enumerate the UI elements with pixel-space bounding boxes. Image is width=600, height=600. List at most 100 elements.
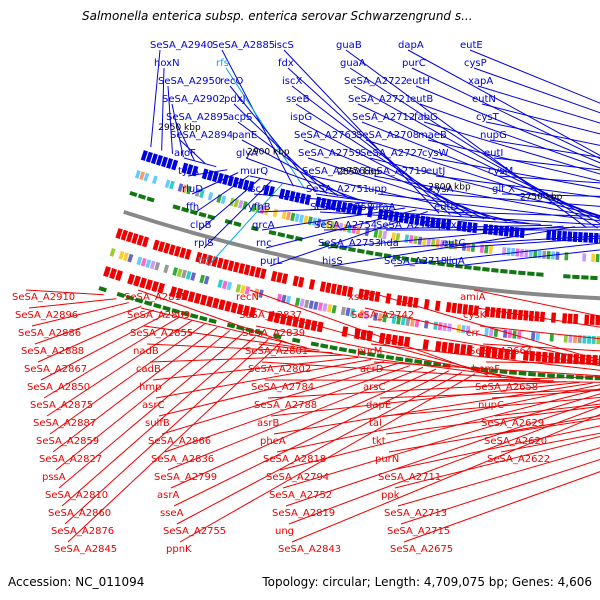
- reverse-leader-line: [279, 388, 600, 471]
- reverse-tick-mark: [348, 348, 357, 354]
- forward-leader-line: [411, 67, 600, 160]
- forward-feature-block: [216, 194, 222, 203]
- reverse-leader-line: [43, 316, 180, 399]
- reverse-feature-block: [221, 280, 228, 290]
- reverse-gene-block: [276, 272, 283, 283]
- forward-gene-label: panE: [232, 130, 257, 141]
- reverse-gene-label: SeSA_A2876: [51, 526, 114, 537]
- reverse-tick-mark: [528, 371, 536, 377]
- reverse-leader-line: [61, 336, 256, 507]
- reverse-leader-line: [152, 356, 359, 381]
- forward-leader-line: [311, 175, 519, 223]
- reverse-tick-mark: [509, 370, 517, 375]
- forward-gene-label: rluD: [182, 184, 203, 195]
- reverse-leader-line: [397, 447, 600, 507]
- forward-leader-line: [373, 175, 600, 219]
- reverse-gene-label: SeSA_A2860: [48, 508, 111, 519]
- reverse-gene-label: SeSA_A2788: [254, 400, 317, 411]
- accession-label: Accession: NC_011094: [8, 575, 144, 589]
- forward-gene-block: [419, 215, 426, 227]
- reverse-leader-line: [52, 326, 218, 453]
- reverse-gene-label: SeSA_A2658: [475, 382, 538, 393]
- reverse-gene-block: [396, 294, 403, 306]
- reverse-gene-block: [227, 260, 235, 272]
- reverse-leader-line: [288, 406, 600, 525]
- forward-gene-block: [217, 172, 224, 184]
- forward-tick-mark: [286, 234, 295, 240]
- forward-gene-block: [206, 169, 214, 181]
- reverse-tick-mark: [490, 368, 499, 374]
- reverse-gene-label: SeSA_A2784: [251, 382, 314, 393]
- forward-leader-line: [195, 175, 250, 213]
- reverse-gene-block: [385, 293, 392, 304]
- forward-leader-line: [501, 193, 600, 197]
- forward-tick-mark: [277, 232, 286, 238]
- forward-gene-block: [171, 159, 179, 171]
- reverse-gene-label: SeSA_A2843: [278, 544, 341, 555]
- forward-gene-block: [409, 213, 415, 225]
- reverse-gene-block: [173, 245, 181, 257]
- forward-gene-label: guaB: [336, 40, 362, 51]
- reverse-gene-block: [308, 279, 316, 290]
- reverse-gene-label: SeSA_A2799: [154, 472, 217, 483]
- reverse-leader-line: [367, 325, 600, 367]
- reverse-leader-line: [252, 307, 502, 377]
- forward-leader-line: [171, 103, 184, 158]
- forward-gene-label: eutE: [460, 40, 483, 51]
- reverse-feature-block: [373, 312, 379, 321]
- reverse-gene-block: [366, 330, 374, 342]
- reverse-tick-mark: [480, 367, 489, 373]
- reverse-tick-mark: [189, 313, 199, 320]
- reverse-gene-block: [445, 302, 452, 313]
- reverse-gene-label: ung: [275, 526, 294, 537]
- reverse-tick-mark: [310, 341, 319, 347]
- reverse-leader-line: [270, 381, 580, 417]
- forward-tick-mark: [491, 267, 499, 273]
- reverse-leader-line: [176, 371, 463, 525]
- forward-feature-block: [207, 191, 214, 201]
- reverse-gene-label: SeSA_A2837: [239, 310, 302, 321]
- forward-leader-line: [150, 49, 161, 148]
- reverse-leader-line: [146, 343, 333, 354]
- reverse-gene-label: asrC: [142, 400, 164, 411]
- reverse-gene-label: SeSA_A2711: [378, 472, 441, 483]
- reverse-tick-mark: [518, 371, 527, 376]
- forward-gene-block: [150, 153, 158, 165]
- reverse-gene-label: SeSA_A2755: [163, 526, 226, 537]
- reverse-leader-line: [158, 361, 385, 417]
- reverse-gene-block: [169, 286, 178, 298]
- reverse-gene-block: [336, 284, 343, 296]
- reverse-feature-block: [400, 316, 406, 326]
- forward-gene-block: [320, 197, 327, 209]
- reverse-leader-line: [476, 307, 600, 328]
- reverse-gene-label: tkt: [372, 436, 386, 447]
- forward-feature-block: [169, 180, 175, 190]
- reverse-gene-block: [363, 289, 370, 301]
- reverse-gene-block: [403, 336, 411, 348]
- forward-gene-label: rfs: [216, 58, 229, 69]
- reverse-leader-line: [267, 381, 567, 399]
- reverse-feature-block: [154, 261, 161, 271]
- reverse-leader-line: [370, 343, 600, 371]
- reverse-gene-block: [195, 251, 203, 263]
- forward-feature-block: [347, 224, 353, 233]
- reverse-gene-block: [485, 346, 492, 358]
- forward-leader-line: [245, 157, 361, 201]
- reverse-gene-label: crr: [466, 328, 480, 339]
- forward-gene-label: ffh: [186, 202, 199, 213]
- reverse-feature-block: [199, 274, 205, 284]
- reverse-gene-block: [151, 280, 159, 293]
- forward-feature-block: [382, 230, 388, 240]
- forward-tick-mark: [339, 245, 348, 251]
- forward-gene-label: hoxN: [154, 58, 180, 69]
- reverse-leader-line: [261, 361, 541, 381]
- reverse-gene-label: SeSA_A2827: [39, 454, 102, 465]
- reverse-leader-line: [485, 361, 600, 365]
- reverse-gene-block: [360, 329, 367, 341]
- reverse-leader-line: [170, 368, 437, 489]
- forward-gene-block: [456, 220, 462, 232]
- reverse-gene-block: [412, 297, 419, 309]
- reverse-gene-label: SeSA_A2794: [266, 472, 329, 483]
- forward-gene-label: maeB: [418, 130, 447, 141]
- reverse-gene-block: [103, 266, 111, 278]
